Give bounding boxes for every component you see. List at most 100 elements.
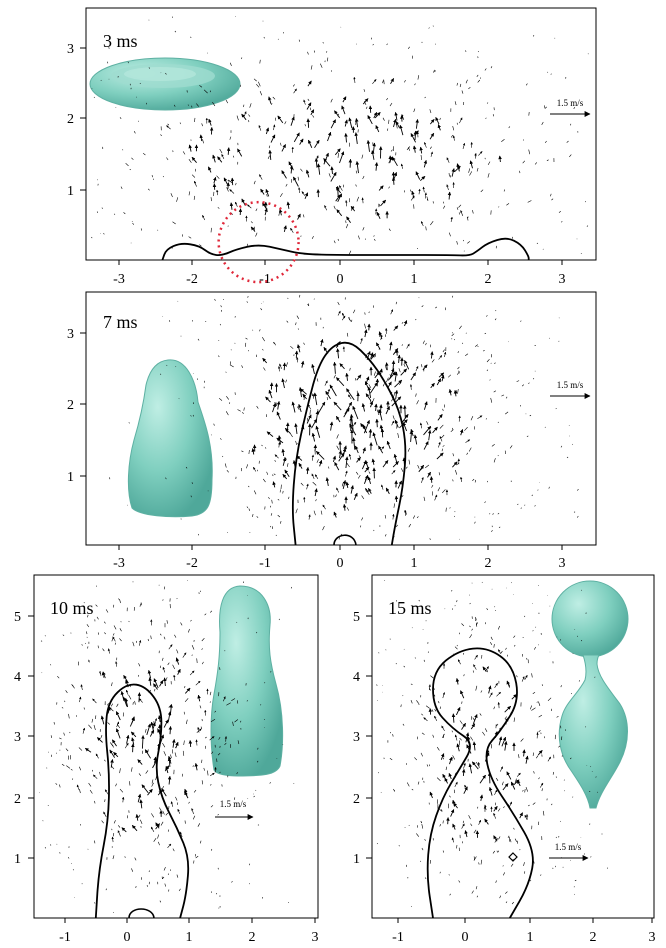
velocity-vector xyxy=(387,128,389,131)
velocity-vector xyxy=(268,149,272,160)
velocity-vector xyxy=(346,332,349,337)
velocity-vector xyxy=(265,188,270,197)
velocity-vector xyxy=(531,707,536,711)
velocity-vector xyxy=(196,103,199,107)
velocity-vector xyxy=(550,73,552,75)
velocity-vector xyxy=(256,405,259,409)
velocity-vector xyxy=(516,772,521,777)
velocity-vector xyxy=(465,79,468,84)
velocity-vector xyxy=(334,461,340,471)
velocity-vector xyxy=(190,619,192,622)
velocity-vector xyxy=(130,731,137,738)
velocity-vector xyxy=(273,473,276,476)
velocity-vector xyxy=(85,747,92,753)
velocity-vector xyxy=(115,783,117,787)
velocity-vector xyxy=(423,496,426,501)
velocity-vector xyxy=(365,376,370,384)
highlight-circle xyxy=(217,200,300,284)
velocity-vector xyxy=(260,308,263,311)
velocity-vector xyxy=(188,628,190,633)
velocity-vector xyxy=(446,157,450,163)
velocity-vector xyxy=(314,474,319,479)
velocity-vector xyxy=(502,783,509,791)
velocity-vector xyxy=(413,108,416,113)
velocity-vector xyxy=(212,176,217,184)
velocity-vector xyxy=(162,742,166,748)
velocity-vector xyxy=(210,197,212,202)
velocity-vector xyxy=(248,485,250,488)
velocity-vector xyxy=(510,863,514,867)
velocity-vector xyxy=(259,90,263,96)
velocity-vector xyxy=(68,713,70,719)
y-axis: 1 2 3 4 5 xyxy=(353,610,372,867)
velocity-vector xyxy=(453,515,456,517)
velocity-vector xyxy=(142,152,146,156)
velocity-vector xyxy=(168,704,172,708)
velocity-vector xyxy=(131,767,133,772)
velocity-vector xyxy=(177,802,179,805)
velocity-vector xyxy=(297,406,300,410)
velocity-vector xyxy=(437,487,441,492)
velocity-vector xyxy=(342,96,347,103)
velocity-vector xyxy=(388,186,390,189)
velocity-vector xyxy=(463,762,466,769)
velocity-vector xyxy=(459,720,463,724)
velocity-vector xyxy=(115,661,118,667)
velocity-vector xyxy=(334,148,341,156)
velocity-vector xyxy=(380,199,387,207)
droplet-render xyxy=(551,580,629,809)
velocity-vector xyxy=(307,80,312,87)
velocity-vectors xyxy=(376,579,609,908)
velocity-vector xyxy=(539,782,544,788)
velocity-vector xyxy=(421,305,424,308)
velocity-vector xyxy=(166,125,171,130)
velocity-vector xyxy=(346,463,350,468)
velocity-vector xyxy=(403,665,406,668)
velocity-vector xyxy=(368,105,373,113)
velocity-vector xyxy=(164,883,166,887)
velocity-vector xyxy=(479,794,484,801)
velocity-vector xyxy=(432,426,438,434)
velocity-vector xyxy=(311,393,315,399)
velocity-vector xyxy=(132,222,135,225)
velocity-vector xyxy=(163,636,166,640)
velocity-vector xyxy=(394,419,399,428)
velocity-vector xyxy=(541,121,544,125)
velocity-vector xyxy=(405,466,408,469)
velocity-vector xyxy=(345,456,349,469)
velocity-vector xyxy=(125,162,129,167)
velocity-vector xyxy=(272,403,277,413)
y-tick-label: 2 xyxy=(67,112,74,127)
velocity-vector xyxy=(196,658,198,664)
x-tick-label: 0 xyxy=(337,272,344,287)
panel-10ms: 10 ms -1 0 1 2 3 1 2 3 4 5 1.5 xyxy=(14,574,319,945)
velocity-vector xyxy=(241,113,247,121)
velocity-vector xyxy=(214,710,217,713)
velocity-vector xyxy=(140,602,143,606)
velocity-vector xyxy=(480,859,483,865)
velocity-vector xyxy=(325,390,331,400)
x-tick-label: 3 xyxy=(312,930,319,945)
velocity-vector xyxy=(124,856,126,858)
velocity-vector xyxy=(566,140,569,143)
velocity-vector xyxy=(226,182,230,189)
velocity-vector xyxy=(494,789,498,796)
velocity-vector xyxy=(216,189,219,196)
velocity-vector xyxy=(415,171,421,180)
velocity-vector xyxy=(151,174,154,178)
velocity-vector xyxy=(475,886,478,890)
velocity-vector xyxy=(513,827,515,830)
velocity-vector xyxy=(428,708,433,715)
velocity-vector xyxy=(473,856,475,861)
velocity-vector xyxy=(503,872,505,876)
velocity-vector xyxy=(436,452,444,460)
velocity-vector xyxy=(137,674,140,677)
velocity-vector xyxy=(199,705,202,709)
velocity-vector xyxy=(268,145,271,149)
velocity-vector xyxy=(165,812,169,816)
velocity-vector xyxy=(253,180,256,185)
velocity-vector xyxy=(468,815,471,820)
velocity-vector xyxy=(284,469,290,477)
velocity-vector xyxy=(256,760,259,763)
